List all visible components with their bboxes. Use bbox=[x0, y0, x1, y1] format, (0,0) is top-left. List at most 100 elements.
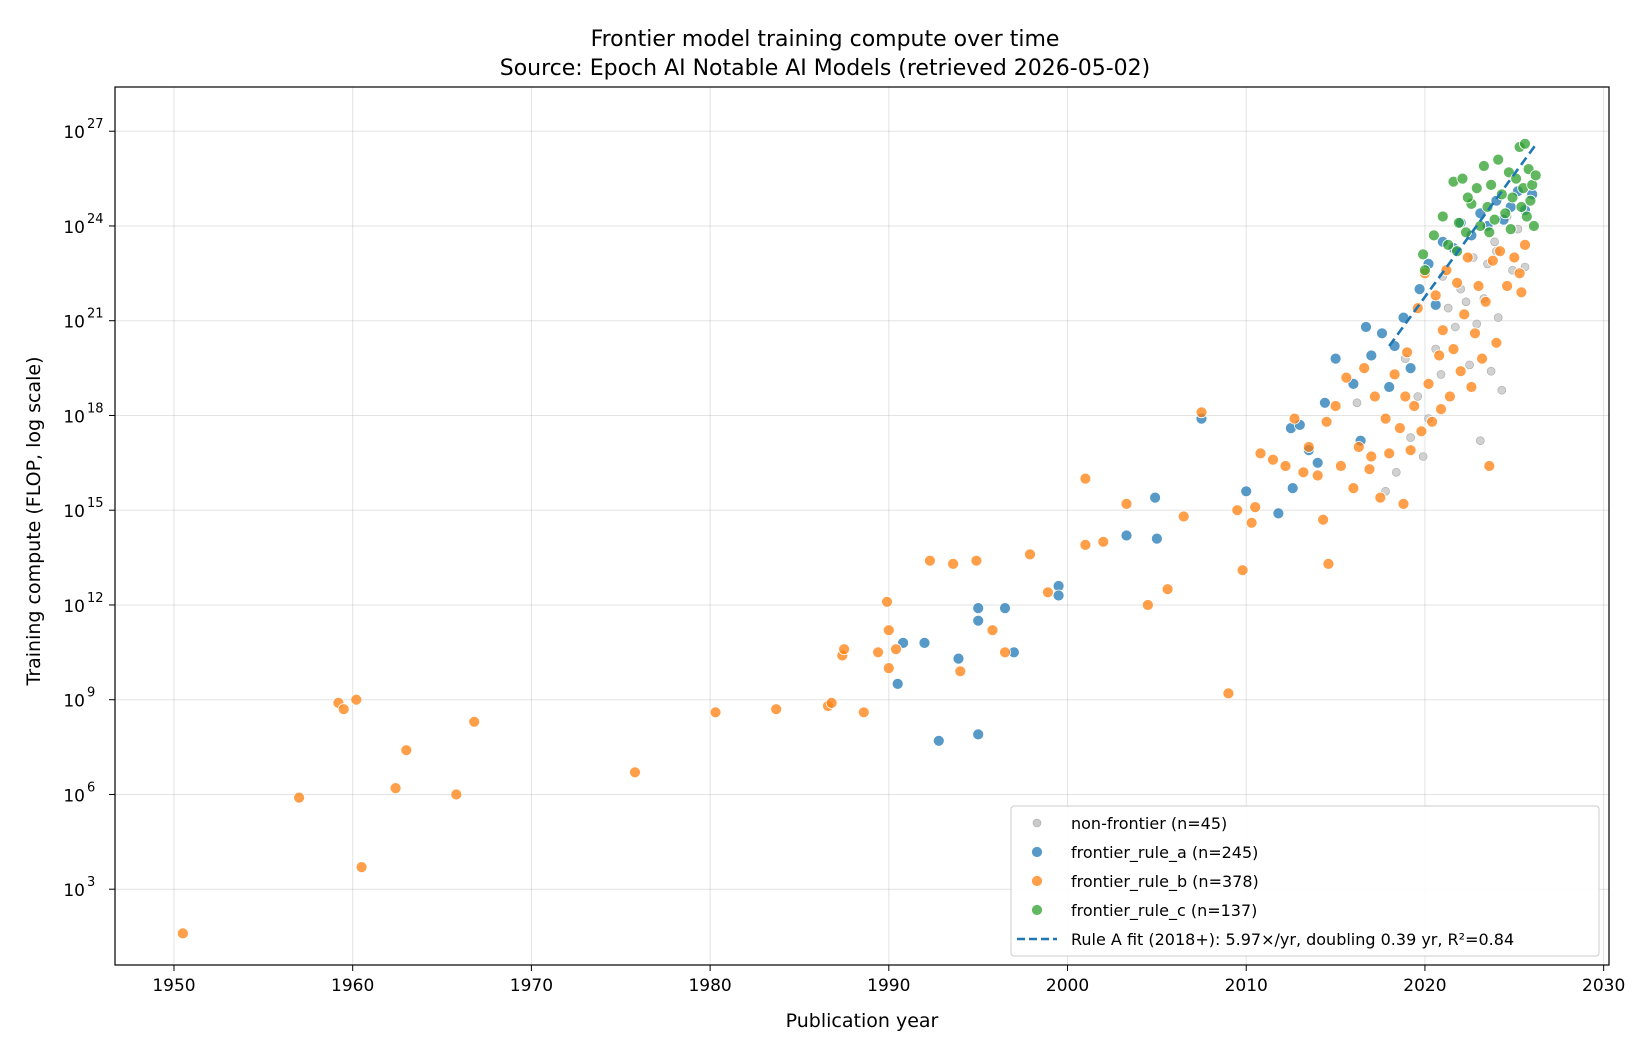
point-non-frontier bbox=[1418, 452, 1428, 461]
point-rule-a bbox=[932, 734, 945, 747]
point-rule-b bbox=[400, 744, 413, 757]
y-tick-label: 10 bbox=[63, 502, 85, 522]
y-tick-label: 10 bbox=[63, 313, 85, 333]
point-rule-b bbox=[838, 643, 850, 656]
point-rule-b bbox=[1302, 441, 1315, 453]
point-rule-b bbox=[1454, 365, 1467, 378]
point-non-frontier bbox=[1465, 360, 1474, 370]
point-rule-b bbox=[1458, 308, 1471, 321]
point-rule-b bbox=[1288, 412, 1301, 425]
legend-marker-rule-b bbox=[1031, 875, 1043, 887]
plot-frame bbox=[114, 86, 1610, 966]
point-rule-b bbox=[1394, 422, 1406, 435]
point-non-frontier bbox=[1497, 385, 1507, 395]
point-rule-c bbox=[1478, 160, 1490, 172]
point-rule-b bbox=[1347, 482, 1360, 495]
point-rule-a bbox=[1404, 362, 1417, 375]
point-rule-a bbox=[1360, 321, 1372, 333]
x-tick-label: 2010 bbox=[1225, 976, 1268, 996]
point-rule-c bbox=[1419, 264, 1431, 277]
point-rule-a bbox=[1120, 529, 1133, 542]
gridlines bbox=[115, 87, 1609, 965]
y-tick-base: 10 bbox=[63, 123, 85, 143]
y-tick-label: 10 bbox=[63, 123, 85, 143]
point-rule-b bbox=[350, 693, 363, 706]
point-rule-b bbox=[1279, 460, 1292, 472]
point-rule-a bbox=[1413, 283, 1426, 296]
point-rule-b bbox=[1515, 286, 1528, 299]
point-rule-b bbox=[882, 662, 895, 674]
point-rule-b bbox=[1079, 539, 1092, 551]
point-rule-b bbox=[1472, 280, 1485, 292]
point-rule-b bbox=[1236, 564, 1249, 577]
y-tick-exponent: 15 bbox=[87, 496, 104, 511]
point-rule-b bbox=[1476, 352, 1488, 365]
point-rule-b bbox=[986, 624, 999, 637]
point-rule-b bbox=[947, 558, 959, 570]
x-axis-ticks: 1950 1960 1970 1980 1990 2000 2010 2020 2030 bbox=[152, 965, 1625, 996]
point-rule-b bbox=[1494, 245, 1506, 258]
point-rule-b bbox=[857, 706, 870, 719]
point-rule-a bbox=[972, 602, 985, 614]
point-rule-b bbox=[890, 643, 902, 656]
point-rule-b bbox=[1363, 463, 1376, 476]
point-rule-b bbox=[1469, 327, 1481, 340]
legend-label-rule-c: frontier_rule_c (n=137) bbox=[1071, 901, 1257, 921]
point-rule-b bbox=[1365, 450, 1378, 463]
point-rule-b bbox=[1358, 362, 1371, 375]
point-rule-b bbox=[1267, 453, 1279, 466]
point-rule-b bbox=[1195, 406, 1208, 419]
point-rule-b bbox=[1436, 324, 1449, 337]
y-tick-exponent: 24 bbox=[87, 212, 104, 227]
point-rule-b bbox=[825, 697, 838, 709]
y-tick-label: 10 bbox=[63, 597, 85, 617]
point-rule-a bbox=[952, 652, 965, 665]
point-non-frontier bbox=[1406, 433, 1415, 442]
point-rule-b bbox=[770, 703, 783, 716]
point-non-frontier bbox=[1493, 313, 1503, 322]
point-rule-b bbox=[1451, 276, 1463, 289]
legend-box bbox=[1010, 805, 1600, 957]
point-non-frontier bbox=[1490, 237, 1499, 247]
point-rule-b bbox=[970, 554, 983, 567]
y-tick-exponent: 9 bbox=[87, 686, 95, 701]
point-rule-a bbox=[972, 728, 985, 741]
point-non-frontier bbox=[1443, 303, 1453, 313]
y-tick-exponent: 6 bbox=[87, 780, 95, 795]
point-rule-b bbox=[1508, 251, 1521, 264]
point-rule-b bbox=[1352, 441, 1365, 453]
point-rule-b bbox=[1490, 336, 1503, 349]
point-rule-b bbox=[1254, 447, 1267, 460]
point-rule-b bbox=[468, 715, 481, 728]
x-tick-label: 1950 bbox=[152, 976, 195, 996]
point-rule-a bbox=[1272, 507, 1285, 520]
point-rule-c bbox=[1488, 213, 1501, 226]
point-rule-b bbox=[1369, 390, 1381, 403]
y-tick-exponent: 18 bbox=[87, 401, 104, 416]
point-rule-b bbox=[389, 782, 402, 794]
point-non-frontier bbox=[1413, 392, 1423, 401]
point-rule-b bbox=[924, 554, 936, 567]
point-rule-b bbox=[1415, 425, 1428, 438]
point-rule-b bbox=[1161, 583, 1174, 596]
point-non-frontier bbox=[1486, 366, 1496, 376]
point-rule-c bbox=[1470, 182, 1483, 195]
point-rule-c bbox=[1442, 238, 1455, 251]
point-rule-c bbox=[1481, 201, 1494, 213]
point-rule-b bbox=[1483, 460, 1496, 472]
point-rule-b bbox=[1142, 599, 1154, 611]
point-rule-c bbox=[1499, 207, 1512, 220]
point-non-frontier bbox=[1352, 398, 1362, 408]
point-rule-b bbox=[293, 791, 306, 804]
point-non-frontier bbox=[1476, 436, 1485, 446]
point-rule-b bbox=[1042, 586, 1054, 599]
point-rule-b bbox=[1388, 368, 1401, 381]
y-tick-exponent: 12 bbox=[87, 591, 104, 606]
point-rule-b bbox=[872, 646, 884, 659]
y-tick-base: 10 bbox=[63, 313, 85, 333]
legend-label-fit-line: Rule A fit (2018+): 5.97×/yr, doubling 0… bbox=[1071, 930, 1514, 949]
point-rule-b bbox=[1222, 687, 1235, 700]
point-rule-c bbox=[1417, 248, 1429, 261]
point-rule-b bbox=[1097, 535, 1110, 548]
y-tick-base: 10 bbox=[63, 597, 85, 617]
